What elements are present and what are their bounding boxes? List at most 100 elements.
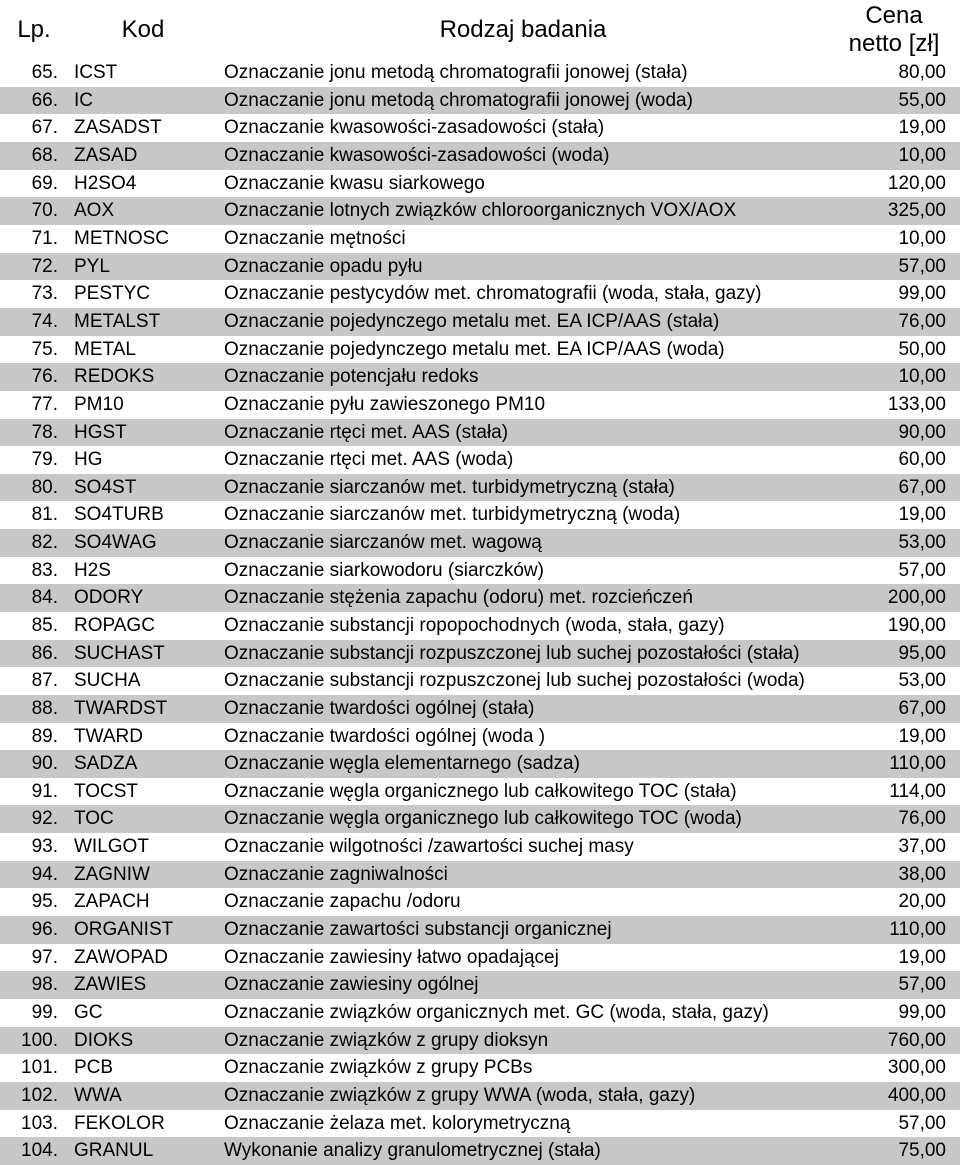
col-kod: Kod	[68, 0, 218, 59]
cell-kod: TWARD	[68, 723, 218, 751]
cell-lp: 92.	[0, 805, 68, 833]
cell-rodzaj: Oznaczanie lotnych związków chloroorgani…	[218, 197, 828, 225]
cell-rodzaj: Oznaczanie twardości ogólnej (woda )	[218, 723, 828, 751]
table-row: 76.REDOKSOznaczanie potencjału redoks10,…	[0, 363, 960, 391]
table-row: 71.METNOSCOznaczanie mętności10,00	[0, 225, 960, 253]
cell-cena: 99,00	[828, 280, 960, 308]
cell-rodzaj: Oznaczanie żelaza met. kolorymetryczną	[218, 1110, 828, 1138]
cell-lp: 97.	[0, 944, 68, 972]
cell-rodzaj: Oznaczanie zawartości substancji organic…	[218, 916, 828, 944]
cell-lp: 85.	[0, 612, 68, 640]
cell-cena: 300,00	[828, 1054, 960, 1082]
cell-lp: 81.	[0, 501, 68, 529]
cell-cena: 110,00	[828, 916, 960, 944]
cell-rodzaj: Oznaczanie potencjału redoks	[218, 363, 828, 391]
table-row: 83.H2SOznaczanie siarkowodoru (siarczków…	[0, 557, 960, 585]
cell-kod: SADZA	[68, 750, 218, 778]
cell-lp: 94.	[0, 861, 68, 889]
cell-kod: IC	[68, 87, 218, 115]
cell-kod: HG	[68, 446, 218, 474]
cell-kod: PESTYC	[68, 280, 218, 308]
table-row: 100.DIOKSOznaczanie związków z grupy dio…	[0, 1027, 960, 1055]
cell-lp: 100.	[0, 1027, 68, 1055]
cell-cena: 19,00	[828, 723, 960, 751]
cell-cena: 57,00	[828, 1110, 960, 1138]
cell-lp: 95.	[0, 888, 68, 916]
cell-rodzaj: Oznaczanie zawiesiny łatwo opadającej	[218, 944, 828, 972]
table-row: 73.PESTYCOznaczanie pestycydów met. chro…	[0, 280, 960, 308]
cell-kod: DIOKS	[68, 1027, 218, 1055]
cell-cena: 110,00	[828, 750, 960, 778]
cell-kod: SUCHAST	[68, 640, 218, 668]
table-row: 70.AOXOznaczanie lotnych związków chloro…	[0, 197, 960, 225]
table-row: 104.GRANULWykonanie analizy granulometry…	[0, 1137, 960, 1165]
table-row: 86.SUCHASTOznaczanie substancji rozpuszc…	[0, 640, 960, 668]
cell-kod: TWARDST	[68, 695, 218, 723]
table-row: 69.H2SO4Oznaczanie kwasu siarkowego120,0…	[0, 170, 960, 198]
cell-cena: 19,00	[828, 501, 960, 529]
cell-rodzaj: Oznaczanie węgla organicznego lub całkow…	[218, 805, 828, 833]
cell-kod: REDOKS	[68, 363, 218, 391]
cell-kod: ODORY	[68, 584, 218, 612]
cell-kod: ZAPACH	[68, 888, 218, 916]
cell-cena: 325,00	[828, 197, 960, 225]
cell-cena: 57,00	[828, 557, 960, 585]
cell-kod: PM10	[68, 391, 218, 419]
table-row: 78.HGSTOznaczanie rtęci met. AAS (stała)…	[0, 419, 960, 447]
cena-line2: netto [zł]	[849, 30, 940, 57]
cell-lp: 90.	[0, 750, 68, 778]
cell-kod: TOCST	[68, 778, 218, 806]
cell-rodzaj: Oznaczanie pojedynczego metalu met. EA I…	[218, 308, 828, 336]
cell-cena: 53,00	[828, 667, 960, 695]
cell-rodzaj: Oznaczanie zawiesiny ogólnej	[218, 971, 828, 999]
cell-rodzaj: Oznaczanie związków z grupy WWA (woda, s…	[218, 1082, 828, 1110]
table-body: 65.ICSTOznaczanie jonu metodą chromatogr…	[0, 59, 960, 1165]
cell-rodzaj: Oznaczanie wilgotności /zawartości suche…	[218, 833, 828, 861]
cell-rodzaj: Oznaczanie związków organicznych met. GC…	[218, 999, 828, 1027]
cell-rodzaj: Oznaczanie pyłu zawieszonego PM10	[218, 391, 828, 419]
table-row: 90.SADZAOznaczanie węgla elementarnego (…	[0, 750, 960, 778]
cell-lp: 80.	[0, 474, 68, 502]
table-row: 98.ZAWIESOznaczanie zawiesiny ogólnej57,…	[0, 971, 960, 999]
table-row: 99.GCOznaczanie związków organicznych me…	[0, 999, 960, 1027]
cell-rodzaj: Oznaczanie substancji rozpuszczonej lub …	[218, 640, 828, 668]
cell-cena: 133,00	[828, 391, 960, 419]
cell-rodzaj: Oznaczanie kwasowości-zasadowości (stała…	[218, 114, 828, 142]
table-row: 88.TWARDSTOznaczanie twardości ogólnej (…	[0, 695, 960, 723]
cell-lp: 75.	[0, 336, 68, 364]
cell-lp: 96.	[0, 916, 68, 944]
table-row: 102.WWAOznaczanie związków z grupy WWA (…	[0, 1082, 960, 1110]
col-cena: Cena netto [zł]	[828, 0, 960, 59]
cell-cena: 20,00	[828, 888, 960, 916]
table-row: 93.WILGOTOznaczanie wilgotności /zawarto…	[0, 833, 960, 861]
table-row: 89.TWARDOznaczanie twardości ogólnej (wo…	[0, 723, 960, 751]
cell-cena: 80,00	[828, 59, 960, 87]
cell-cena: 55,00	[828, 87, 960, 115]
cell-cena: 19,00	[828, 944, 960, 972]
cell-cena: 200,00	[828, 584, 960, 612]
cell-cena: 95,00	[828, 640, 960, 668]
table-row: 95.ZAPACHOznaczanie zapachu /odoru20,00	[0, 888, 960, 916]
cell-lp: 98.	[0, 971, 68, 999]
cell-lp: 68.	[0, 142, 68, 170]
table-row: 103.FEKOLOROznaczanie żelaza met. kolory…	[0, 1110, 960, 1138]
cell-rodzaj: Oznaczanie siarczanów met. wagową	[218, 529, 828, 557]
cell-rodzaj: Oznaczanie siarkowodoru (siarczków)	[218, 557, 828, 585]
cell-kod: SO4ST	[68, 474, 218, 502]
cell-lp: 73.	[0, 280, 68, 308]
cell-cena: 76,00	[828, 805, 960, 833]
cell-cena: 190,00	[828, 612, 960, 640]
cell-rodzaj: Oznaczanie pestycydów met. chromatografi…	[218, 280, 828, 308]
cell-rodzaj: Oznaczanie kwasowości-zasadowości (woda)	[218, 142, 828, 170]
cell-kod: ZASADST	[68, 114, 218, 142]
cell-rodzaj: Oznaczanie związków z grupy dioksyn	[218, 1027, 828, 1055]
table-row: 101.PCBOznaczanie związków z grupy PCBs3…	[0, 1054, 960, 1082]
cell-kod: PYL	[68, 253, 218, 281]
table-row: 97.ZAWOPADOznaczanie zawiesiny łatwo opa…	[0, 944, 960, 972]
table-row: 77.PM10Oznaczanie pyłu zawieszonego PM10…	[0, 391, 960, 419]
table-row: 68.ZASADOznaczanie kwasowości-zasadowośc…	[0, 142, 960, 170]
cell-lp: 66.	[0, 87, 68, 115]
cell-lp: 87.	[0, 667, 68, 695]
cell-cena: 99,00	[828, 999, 960, 1027]
cell-lp: 67.	[0, 114, 68, 142]
